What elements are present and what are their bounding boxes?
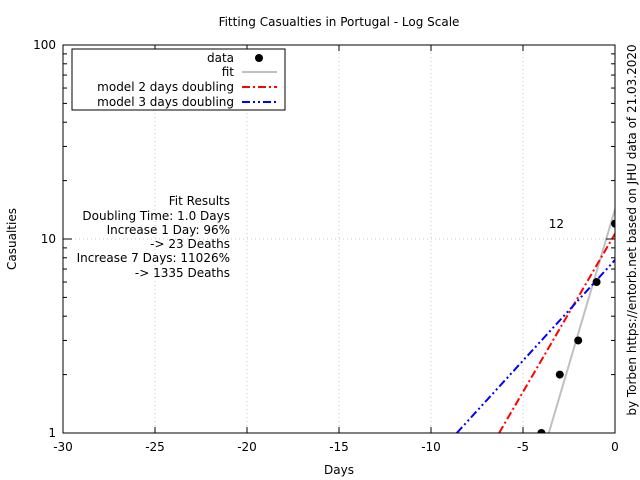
data-point	[574, 336, 583, 345]
legend-label: data	[207, 51, 234, 65]
fit-results-line: Fit Results	[169, 194, 230, 208]
chart-title: Fitting Casualties in Portugal - Log Sca…	[219, 15, 460, 29]
fit-results-line: Increase 7 Days: 11026%	[77, 251, 230, 265]
series-group	[456, 205, 615, 433]
series-line-fit	[547, 205, 615, 433]
legend-box	[71, 48, 286, 111]
legend-label: model 2 days doubling	[97, 80, 234, 94]
y-tick-label: 10	[41, 232, 56, 246]
plot-series	[456, 205, 615, 433]
point-value-label: 12	[549, 217, 564, 231]
fit-results-line: Increase 1 Day: 96%	[107, 223, 230, 237]
axis-ticks: -30 -25 -20 -15 -10 -5 0 1 10 100	[33, 38, 619, 454]
data-point	[592, 278, 601, 287]
data-point	[611, 219, 615, 228]
legend-label: model 3 days doubling	[97, 95, 234, 109]
x-tick-label: -10	[421, 440, 441, 454]
fit-results-line: Doubling Time: 1.0 Days	[82, 209, 230, 223]
x-tick-label: -30	[53, 440, 73, 454]
legend-label: fit	[222, 65, 235, 79]
series-line-model-2-days-doubling	[498, 231, 615, 433]
fit-results-line: -> 1335 Deaths	[135, 266, 230, 280]
data-point	[555, 370, 564, 379]
y-tick-label: 1	[48, 426, 56, 440]
x-tick-label: -5	[517, 440, 529, 454]
fit-results-box: Fit Results Doubling Time: 1.0 Days Incr…	[77, 194, 230, 280]
x-tick-label: 0	[611, 440, 619, 454]
x-tick-label: -15	[329, 440, 349, 454]
fit-results-line: -> 23 Deaths	[150, 237, 230, 251]
data-point	[537, 429, 546, 433]
legend: data fit model 2 days doubling model 3 d…	[71, 48, 286, 111]
x-tick-label: -20	[237, 440, 257, 454]
y-tick-label: 100	[33, 38, 56, 52]
x-axis-label: Days	[324, 463, 354, 477]
series-line-model-3-days-doubling	[456, 258, 615, 433]
legend-marker-data	[255, 54, 263, 62]
x-tick-label: -25	[145, 440, 165, 454]
y-axis-label: Casualties	[5, 208, 19, 270]
source-credit: by Torben https://entorb.net based on JH…	[625, 44, 639, 415]
